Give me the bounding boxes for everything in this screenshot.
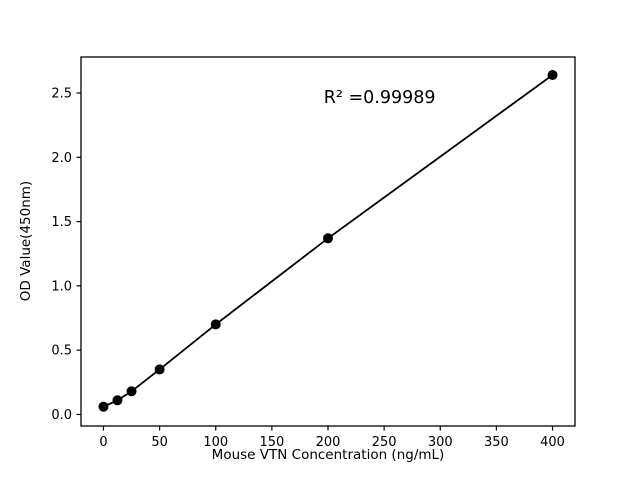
x-axis-label: Mouse VTN Concentration (ng/mL)	[212, 447, 445, 463]
x-tick-label: 150	[259, 435, 284, 450]
data-point	[98, 401, 109, 412]
x-tick-label: 250	[372, 435, 397, 450]
y-tick-label: 0.0	[51, 408, 72, 423]
data-point	[210, 319, 221, 330]
x-tick-label: 200	[316, 435, 341, 450]
x-tick-label: 50	[151, 435, 168, 450]
x-tick-label: 300	[428, 435, 453, 450]
y-tick-label: 1.5	[51, 215, 72, 230]
r-squared-annotation: R² =0.99989	[324, 88, 436, 108]
data-point	[126, 386, 137, 397]
y-axis-label: OD Value(450nm)	[18, 181, 34, 301]
y-tick-label: 1.0	[51, 279, 72, 294]
data-point	[154, 364, 165, 375]
plot-border	[80, 56, 576, 427]
y-tick-label: 0.5	[51, 344, 72, 359]
data-point	[547, 70, 558, 80]
y-tick-label: 2.0	[51, 151, 72, 166]
data-point	[112, 395, 123, 406]
x-tick-label: 100	[203, 435, 228, 450]
x-tick-label: 400	[540, 435, 565, 450]
x-tick-label: 350	[484, 435, 509, 450]
y-tick-label: 2.5	[51, 87, 72, 102]
x-tick-label: 0	[99, 435, 107, 450]
data-point	[323, 233, 333, 244]
